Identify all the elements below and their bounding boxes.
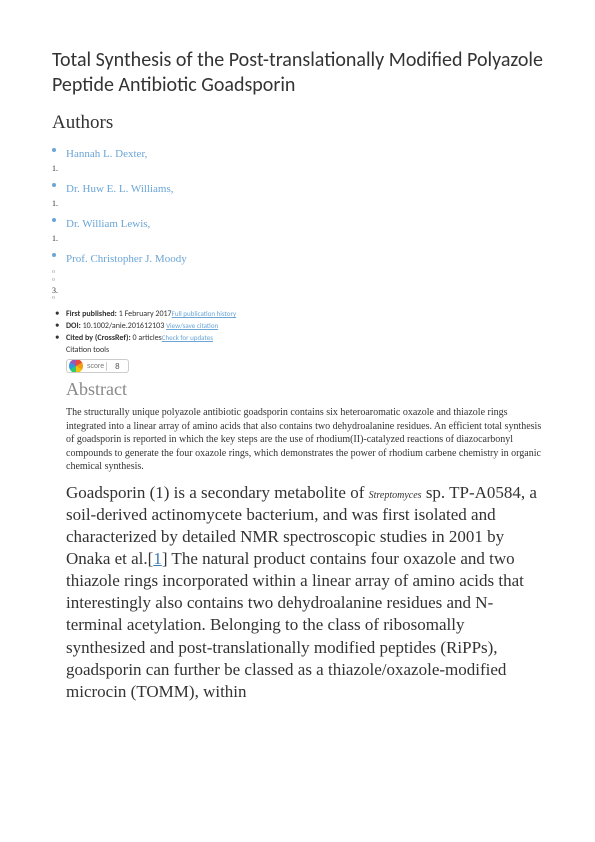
author-list: Hannah L. Dexter, 1. Dr. Huw E. L. Willi… bbox=[52, 144, 543, 302]
author-affiliation: 1. bbox=[52, 234, 543, 243]
abstract-text: The structurally unique polyazole antibi… bbox=[66, 406, 543, 474]
body-text: Goadsporin (1) is a secondary metabolite… bbox=[66, 483, 369, 502]
author-affiliation: 1. bbox=[52, 164, 543, 173]
author-note: o bbox=[52, 295, 543, 303]
authors-heading: Authors bbox=[52, 112, 543, 134]
meta-doi: DOI: 10.1002/anie.201612103 View/save ci… bbox=[52, 320, 543, 332]
meta-value: 1 February 2017 bbox=[117, 309, 172, 319]
page-title: Total Synthesis of the Post-translationa… bbox=[52, 48, 543, 98]
author-link[interactable]: Hannah L. Dexter, bbox=[66, 148, 147, 160]
author-item: Dr. William Lewis, bbox=[52, 214, 543, 232]
author-affiliation: 3. bbox=[52, 286, 543, 295]
author-link[interactable]: Prof. Christopher J. Moody bbox=[66, 253, 187, 265]
meta-value: 0 articles bbox=[131, 333, 162, 343]
author-note: o bbox=[52, 277, 543, 285]
author-item: Hannah L. Dexter, bbox=[52, 144, 543, 162]
meta-label: DOI: bbox=[66, 321, 81, 331]
reference-link[interactable]: 1 bbox=[153, 549, 162, 568]
body-text: ] The natural product contains four oxaz… bbox=[66, 549, 524, 701]
publication-history-link[interactable]: Full publication history bbox=[172, 309, 237, 318]
altmetric-badge[interactable]: score 8 bbox=[66, 359, 543, 373]
publication-meta: First published: 1 February 2017Full pub… bbox=[52, 308, 543, 344]
bullet-icon bbox=[52, 148, 56, 152]
author-link[interactable]: Dr. Huw E. L. Williams, bbox=[66, 183, 174, 195]
check-updates-link[interactable]: Check for updates bbox=[162, 333, 213, 342]
author-link[interactable]: Dr. William Lewis, bbox=[66, 218, 150, 230]
abstract-heading: Abstract bbox=[66, 379, 543, 400]
view-citation-link[interactable]: View/save citation bbox=[166, 321, 218, 330]
author-item: Prof. Christopher J. Moody bbox=[52, 249, 543, 267]
meta-value: 10.1002/anie.201612103 bbox=[81, 321, 166, 331]
bullet-icon bbox=[52, 183, 56, 187]
altmetric-score: 8 bbox=[106, 362, 127, 371]
species-name: Streptomyces bbox=[369, 490, 422, 501]
citation-tools-link[interactable]: Citation tools bbox=[66, 345, 543, 355]
altmetric-icon bbox=[69, 359, 83, 373]
bullet-icon bbox=[52, 253, 56, 257]
altmetric-label: score bbox=[85, 363, 106, 370]
author-affiliation: 1. bbox=[52, 199, 543, 208]
meta-label: Cited by (CrossRef): bbox=[66, 333, 131, 343]
meta-cited-by: Cited by (CrossRef): 0 articlesCheck for… bbox=[52, 332, 543, 344]
bullet-icon bbox=[52, 218, 56, 222]
author-note: o bbox=[52, 269, 543, 277]
meta-label: First published: bbox=[66, 309, 117, 319]
author-item: Dr. Huw E. L. Williams, bbox=[52, 179, 543, 197]
body-paragraph: Goadsporin (1) is a secondary metabolite… bbox=[66, 482, 543, 703]
meta-first-published: First published: 1 February 2017Full pub… bbox=[52, 308, 543, 320]
